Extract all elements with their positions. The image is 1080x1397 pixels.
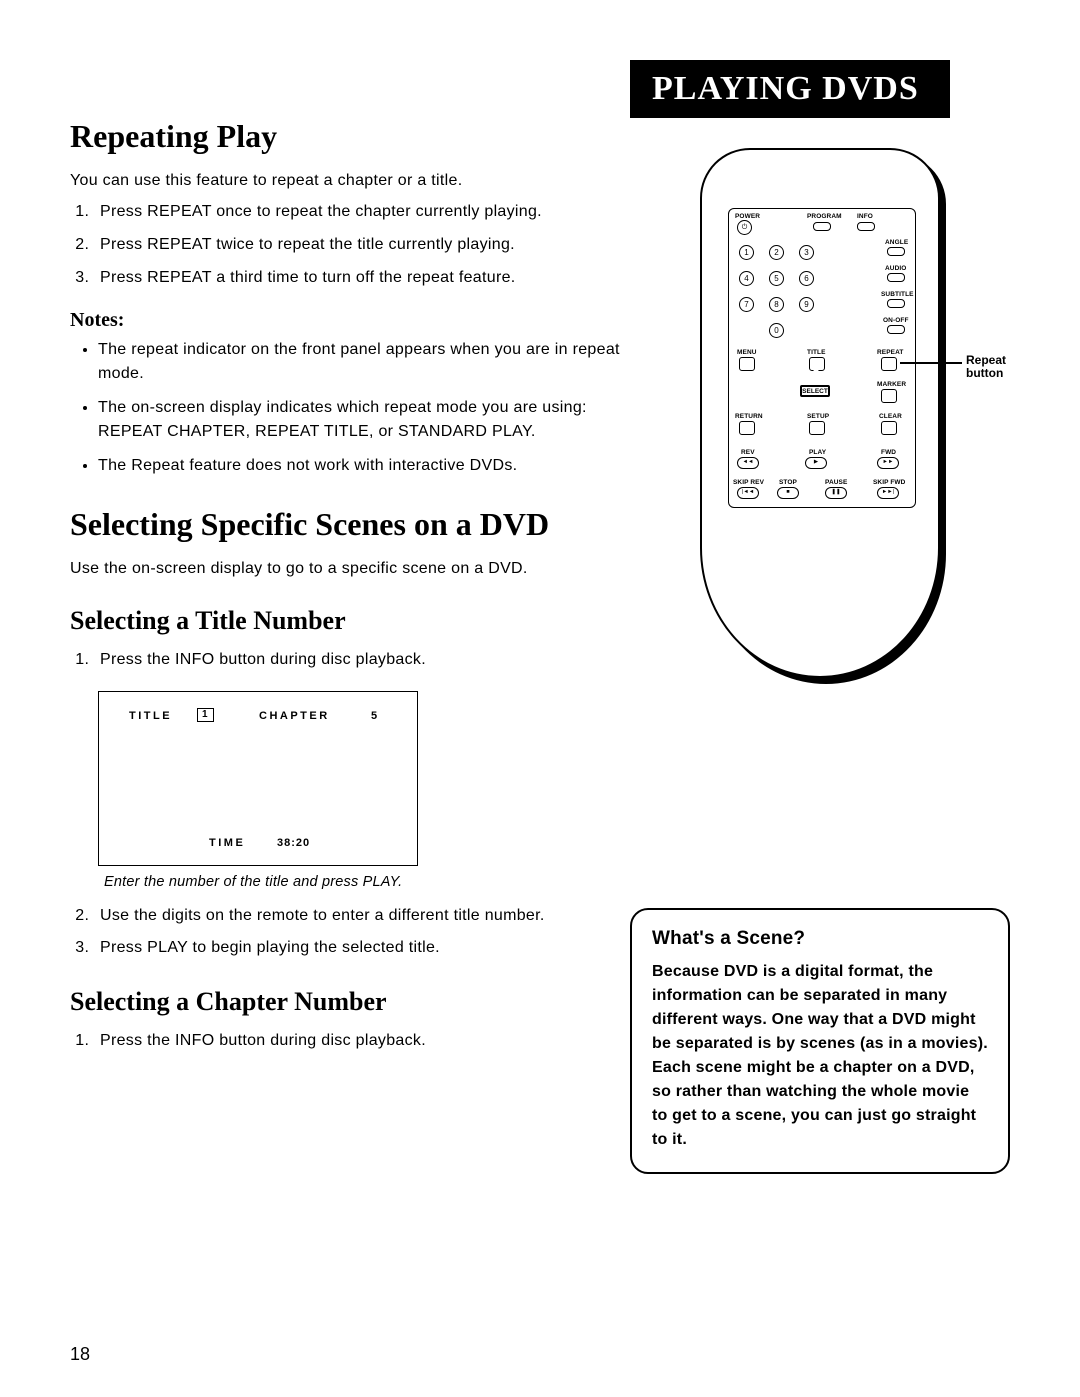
btn-program — [813, 222, 831, 231]
callout-body: Because DVD is a digital format, the inf… — [652, 960, 988, 1152]
label-return: RETURN — [735, 413, 763, 420]
btn-5: 5 — [769, 271, 784, 286]
osd-time-value: 38:20 — [277, 837, 310, 849]
btn-skipfwd: ►►| — [877, 487, 899, 499]
label-stop: STOP — [779, 479, 797, 486]
btn-8: 8 — [769, 297, 784, 312]
remote-diagram: POWER ⏻ PROGRAM INFO ANGLE AUDIO SUBTITL… — [630, 148, 1010, 678]
btn-menu — [739, 357, 755, 371]
btn-4: 4 — [739, 271, 754, 286]
step: Press REPEAT twice to repeat the title c… — [94, 233, 630, 258]
callout-heading: What's a Scene? — [652, 928, 988, 950]
btn-rev: ◄◄ — [737, 457, 759, 469]
title-steps-1: Press the INFO button during disc playba… — [70, 648, 630, 673]
btn-select: SELECT — [800, 385, 830, 397]
btn-info — [857, 222, 875, 231]
intro-text: You can use this feature to repeat a cha… — [70, 169, 630, 192]
btn-right — [839, 387, 848, 399]
btn-3: 3 — [799, 245, 814, 260]
btn-up — [809, 367, 823, 377]
btn-left — [783, 387, 792, 399]
step: Press PLAY to begin playing the selected… — [94, 936, 630, 961]
heading-title-number: Selecting a Title Number — [70, 606, 630, 636]
btn-clear — [881, 421, 897, 435]
heading-selecting-scenes: Selecting Specific Scenes on a DVD — [70, 506, 630, 543]
chapter-steps: Press the INFO button during disc playba… — [70, 1029, 630, 1054]
step: Press the INFO button during disc playba… — [94, 1029, 630, 1054]
btn-onoff — [887, 325, 905, 334]
intro-text-2: Use the on-screen display to go to a spe… — [70, 557, 630, 580]
label-onoff: ON-OFF — [883, 317, 909, 324]
btn-7: 7 — [739, 297, 754, 312]
btn-6: 6 — [799, 271, 814, 286]
label-info: INFO — [857, 213, 873, 220]
btn-pause: ❚❚ — [825, 487, 847, 499]
notes-heading: Notes: — [70, 309, 630, 332]
label-rev: REV — [741, 449, 755, 456]
btn-setup — [809, 421, 825, 435]
osd-chapter-value: 5 — [371, 710, 378, 722]
left-column: Repeating Play You can use this feature … — [70, 90, 630, 1062]
osd-box: TITLE 1 CHAPTER 5 TIME 38:20 — [98, 691, 418, 866]
btn-marker — [881, 389, 897, 403]
label-play: PLAY — [809, 449, 826, 456]
btn-power: ⏻ — [737, 220, 752, 235]
right-column: POWER ⏻ PROGRAM INFO ANGLE AUDIO SUBTITL… — [630, 148, 1010, 1174]
notes-list: The repeat indicator on the front panel … — [70, 338, 630, 478]
btn-skiprev: |◄◄ — [737, 487, 759, 499]
title-steps-2: Use the digits on the remote to enter a … — [70, 904, 630, 962]
label-audio: AUDIO — [885, 265, 906, 272]
label-marker: MARKER — [877, 381, 906, 388]
btn-stop: ■ — [777, 487, 799, 499]
label-skipfwd: SKIP FWD — [873, 479, 905, 486]
label-repeat: REPEAT — [877, 349, 903, 356]
page-number: 18 — [70, 1344, 90, 1365]
label-subtitle: SUBTITLE — [881, 291, 914, 298]
step: Press the INFO button during disc playba… — [94, 648, 630, 673]
step: Use the digits on the remote to enter a … — [94, 904, 630, 929]
osd-title-label: TITLE — [129, 710, 172, 722]
btn-fwd: ►► — [877, 457, 899, 469]
btn-2: 2 — [769, 245, 784, 260]
note: The on-screen display indicates which re… — [98, 396, 630, 444]
osd-chapter-label: CHAPTER — [259, 710, 330, 722]
note: The Repeat feature does not work with in… — [98, 454, 630, 478]
note: The repeat indicator on the front panel … — [98, 338, 630, 386]
heading-repeating-play: Repeating Play — [70, 118, 630, 155]
leader-line — [900, 362, 962, 364]
callout-box: What's a Scene? Because DVD is a digital… — [630, 908, 1010, 1174]
btn-subtitle — [887, 299, 905, 308]
osd-caption: Enter the number of the title and press … — [104, 874, 630, 890]
osd-title-value: 1 — [197, 708, 214, 722]
btn-angle — [887, 247, 905, 256]
label-fwd: FWD — [881, 449, 896, 456]
label-program: PROGRAM — [807, 213, 842, 220]
repeating-steps: Press REPEAT once to repeat the chapter … — [70, 200, 630, 290]
label-power: POWER — [735, 213, 760, 220]
label-angle: ANGLE — [885, 239, 908, 246]
label-pause: PAUSE — [825, 479, 847, 486]
heading-chapter-number: Selecting a Chapter Number — [70, 987, 630, 1017]
label-clear: CLEAR — [879, 413, 902, 420]
section-banner: PLAYING DVDS — [630, 60, 950, 118]
label-title: TITLE — [807, 349, 826, 356]
btn-1: 1 — [739, 245, 754, 260]
step: Press REPEAT a third time to turn off th… — [94, 266, 630, 291]
step: Press REPEAT once to repeat the chapter … — [94, 200, 630, 225]
btn-0: 0 — [769, 323, 784, 338]
btn-audio — [887, 273, 905, 282]
label-skiprev: SKIP REV — [733, 479, 764, 486]
label-setup: SETUP — [807, 413, 829, 420]
btn-repeat — [881, 357, 897, 371]
label-menu: MENU — [737, 349, 757, 356]
btn-return — [739, 421, 755, 435]
btn-play: ▶ — [805, 457, 827, 469]
osd-time-label: TIME — [209, 837, 245, 849]
btn-9: 9 — [799, 297, 814, 312]
leader-label-repeat: Repeatbutton — [966, 354, 1006, 380]
